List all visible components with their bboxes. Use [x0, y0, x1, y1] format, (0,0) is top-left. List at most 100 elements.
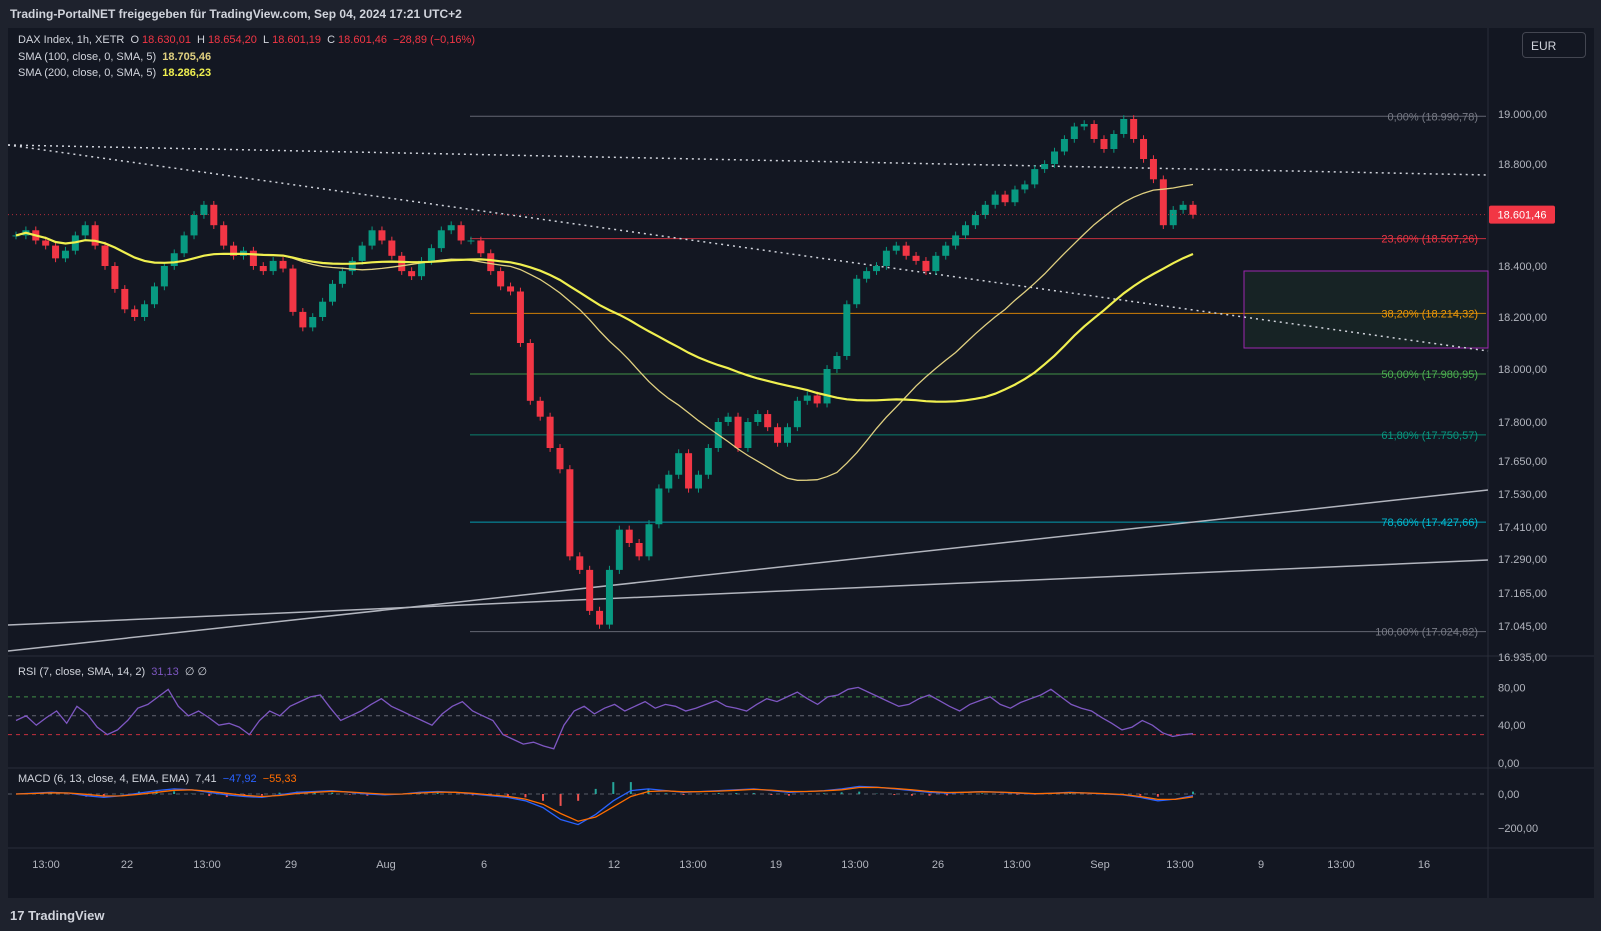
fib-level-label: 23,60% (18.507,26)	[1381, 234, 1478, 246]
candle-body	[319, 301, 327, 317]
rsi-line	[15, 686, 1194, 750]
rsi-tick-label: 40,00	[1498, 720, 1526, 732]
publish-text: Trading-PortalNET freigegeben für Tradin…	[10, 7, 462, 21]
candle-body	[625, 529, 633, 543]
candle-body	[872, 266, 880, 272]
candle-body	[1100, 139, 1108, 149]
macd-v3: −55,33	[262, 773, 297, 785]
candle-body	[793, 400, 801, 428]
candle-body	[259, 266, 267, 272]
candle-body	[536, 400, 544, 417]
legend-high: 18.654,20	[207, 34, 257, 46]
candle-body	[635, 543, 643, 557]
candle-body	[368, 230, 376, 246]
candle-body	[418, 260, 426, 277]
candle-body	[210, 204, 218, 226]
candle-body	[1051, 151, 1059, 164]
candle-body	[457, 225, 465, 241]
legend-change: −28,89 (−0,16%)	[393, 34, 475, 46]
support-line-flat	[8, 559, 1489, 626]
candle-body	[1130, 119, 1138, 139]
candle-body	[1120, 119, 1128, 134]
candle-body	[1041, 164, 1049, 170]
fib-level-label: 38,20% (18.214,32)	[1381, 308, 1478, 320]
legend-symbol: DAX Index, 1h, XETR	[18, 34, 125, 46]
time-tick-label: Aug	[376, 859, 396, 871]
dotted-trendline-flat	[8, 144, 1489, 176]
candle-body	[783, 427, 791, 443]
price-tick-label: 16.935,00	[1498, 652, 1547, 664]
legend-l-label: L	[262, 34, 270, 46]
candle-body	[81, 225, 89, 236]
candle-body	[1090, 124, 1098, 139]
time-tick-label: 19	[770, 859, 782, 871]
candle-body	[833, 356, 841, 369]
sma100-label: SMA (100, close, 0, SMA, 5)	[18, 51, 157, 63]
time-tick-label: 9	[1258, 859, 1264, 871]
currency-button[interactable]: EUR	[1522, 32, 1586, 58]
time-tick-label: 13:00	[1327, 859, 1355, 871]
candle-body	[1169, 209, 1177, 226]
candle-body	[675, 453, 683, 475]
sma200-label: SMA (200, close, 0, SMA, 5)	[18, 67, 157, 79]
candle-body	[971, 215, 979, 226]
last-price-label: 18.601,46	[1498, 210, 1547, 222]
macd-v1: 7,41	[195, 773, 217, 785]
candle-body	[991, 194, 999, 205]
candle-body	[1011, 189, 1019, 203]
rsi-label: RSI (7, close, SMA, 14, 2)	[18, 666, 146, 678]
candle-body	[526, 343, 534, 401]
price-chart-svg[interactable]: 19.000,0018.800,0018.600,0018.400,0018.2…	[8, 28, 1594, 898]
time-tick-label: 13:00	[841, 859, 869, 871]
candle-body	[882, 250, 890, 266]
candle-body	[774, 427, 782, 443]
candle-body	[912, 255, 920, 261]
tradingview-brand[interactable]: 17 TradingView	[10, 908, 104, 923]
target-zone-rect	[1243, 270, 1489, 349]
candle-body	[269, 260, 277, 272]
candle-body	[892, 245, 900, 251]
candle-body	[42, 240, 50, 246]
legend-h-label: H	[197, 34, 205, 46]
candle-body	[170, 253, 178, 266]
candle-body	[922, 260, 930, 272]
candle-body	[507, 286, 515, 292]
rsi-tick-label: 0,00	[1498, 758, 1519, 770]
time-tick-label: 13:00	[193, 859, 221, 871]
sma200-legend[interactable]: SMA (200, close, 0, SMA, 5) 18.286,23	[18, 67, 214, 79]
fib-level-label: 100,00% (17.024,82)	[1375, 627, 1478, 639]
chart-area[interactable]: 19.000,0018.800,0018.600,0018.400,0018.2…	[8, 28, 1594, 898]
time-tick-label: 12	[608, 859, 620, 871]
candle-body	[437, 230, 445, 249]
macd-legend[interactable]: MACD (6, 13, close, 4, EMA, EMA) 7,41 −4…	[18, 773, 300, 785]
legend-low: 18.601,19	[272, 34, 322, 46]
price-tick-label: 18.000,00	[1498, 364, 1547, 376]
candle-body	[952, 235, 960, 246]
candle-body	[1080, 124, 1088, 127]
candle-body	[813, 395, 821, 404]
candle-body	[932, 255, 940, 272]
candle-body	[764, 414, 772, 428]
candle-body	[665, 474, 673, 489]
candle-body	[111, 266, 119, 289]
rsi-extra: ∅ ∅	[184, 666, 208, 678]
candle-body	[487, 253, 495, 272]
candle-body	[190, 215, 198, 236]
sma100-legend[interactable]: SMA (100, close, 0, SMA, 5) 18.705,46	[18, 51, 214, 63]
time-tick-label: Sep	[1090, 859, 1110, 871]
candle-body	[378, 230, 386, 241]
candle-body	[546, 416, 554, 448]
candle-body	[121, 288, 129, 310]
tradingview-logo-icon: 17	[10, 908, 25, 923]
main-legend: DAX Index, 1h, XETR O 18.630,01 H 18.654,2…	[18, 34, 478, 46]
candle-body	[497, 271, 505, 287]
macd-signal-line	[15, 786, 1194, 822]
candle-body	[981, 204, 989, 215]
candle-body	[853, 278, 861, 305]
price-tick-label: 17.650,00	[1498, 456, 1547, 468]
candle-body	[348, 260, 356, 272]
sma200-line	[15, 231, 1194, 403]
support-line-steep	[8, 489, 1489, 652]
candle-body	[734, 416, 742, 448]
rsi-legend[interactable]: RSI (7, close, SMA, 14, 2) 31,13 ∅ ∅	[18, 665, 210, 678]
